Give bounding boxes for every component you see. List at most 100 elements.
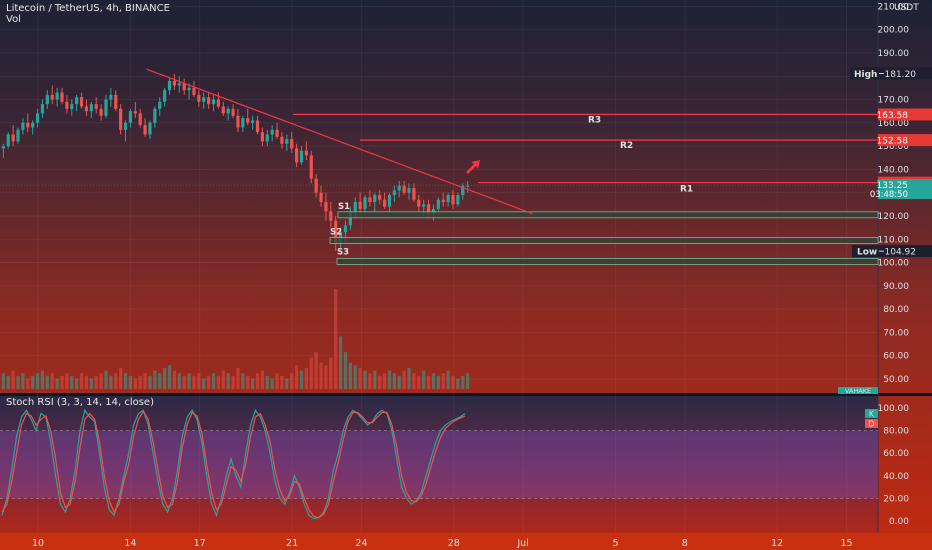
candle-body: [31, 122, 35, 128]
candle-body: [84, 106, 89, 112]
volume-bar: [119, 367, 123, 389]
low-badge-label: Low: [857, 248, 877, 258]
volume-bar: [114, 373, 118, 389]
time-axis-tick-label: 21: [286, 538, 298, 549]
r2-price-badge: 152.58: [877, 137, 909, 147]
k-tag-bg: [865, 409, 878, 418]
volume-bar: [338, 336, 343, 389]
price-axis-tick-label: 150.00: [878, 142, 910, 152]
candle-body: [99, 108, 103, 116]
volume-bar: [226, 373, 230, 389]
volume-bar: [397, 375, 401, 389]
candle-body: [138, 113, 142, 126]
time-axis-tick-label: 17: [194, 538, 206, 549]
candle-body: [373, 195, 377, 202]
volume-bar: [104, 370, 108, 389]
level-label-s3: S3: [337, 247, 349, 257]
volume-bar: [368, 373, 372, 389]
volume-bar: [197, 373, 201, 389]
candle-body: [299, 150, 304, 163]
volume-bar: [255, 373, 260, 389]
volume-bar: [446, 370, 450, 389]
candle-body: [343, 225, 348, 233]
volume-bar: [26, 378, 30, 389]
candle-body: [40, 104, 45, 114]
price-axis-tick-label: 140.00: [878, 165, 910, 175]
high-badge-bg: [850, 67, 932, 80]
volume-bar: [319, 362, 323, 389]
candle-body: [70, 104, 74, 109]
candle-body: [26, 122, 30, 128]
k-tag: K: [869, 410, 875, 419]
volume-bar: [441, 373, 445, 389]
price-axis-tick-label: 60.00: [883, 352, 909, 362]
r2-price-badge-bg: [878, 134, 932, 147]
candle-body: [436, 199, 440, 209]
candle-body: [109, 94, 113, 100]
volume-bar: [343, 352, 348, 389]
volume-bar: [192, 375, 196, 389]
rsi-axis-tick-label: 0.00: [889, 517, 909, 527]
volume-bar: [304, 367, 308, 389]
support-zone-s2: [329, 237, 879, 244]
candle-body: [216, 99, 220, 107]
candle-body: [231, 108, 235, 116]
volume-bar: [270, 378, 274, 389]
volume-bar: [84, 375, 89, 389]
volume-bar: [35, 373, 40, 389]
candle-body: [148, 122, 152, 135]
candle-body: [294, 148, 299, 163]
price-axis-tick-label: 170.00: [878, 96, 910, 106]
price-axis-tick-label: 160.00: [878, 119, 910, 129]
time-axis-tick-label: 8: [682, 538, 688, 549]
volume-bar: [265, 375, 269, 389]
stoch-d-line: [1, 410, 466, 519]
volume-bar: [241, 373, 245, 389]
candle-body: [387, 195, 392, 207]
volume-bar: [182, 375, 186, 389]
descending-trendline: [146, 68, 533, 215]
volume-bar: [417, 375, 421, 389]
stoch-rsi-title[interactable]: Stoch RSI (3, 3, 14, 14, close): [6, 397, 154, 408]
pane-separator: [0, 393, 932, 396]
bar-countdown: 03:48:50: [870, 190, 908, 200]
symbol-title[interactable]: Litecoin / TetherUS, 4h, BINANCE: [6, 3, 170, 14]
candle-body: [192, 87, 196, 95]
d-tag-bg: [865, 419, 878, 428]
candle-body: [119, 108, 123, 130]
candle-body: [397, 185, 401, 191]
volume-bar: [231, 375, 235, 389]
volume-bar: [422, 370, 426, 389]
candle-body: [304, 150, 308, 156]
candle-body: [363, 197, 367, 209]
volume-bar: [285, 378, 289, 389]
candle-body: [358, 201, 362, 209]
volume-bar: [387, 370, 392, 389]
volume-bar: [412, 373, 416, 389]
candle-body: [128, 111, 133, 123]
volume-bar: [133, 378, 137, 389]
volume-bar: [461, 375, 465, 389]
candle-body: [431, 208, 436, 214]
volume-bar: [358, 367, 362, 389]
price-axis-tick-label: 190.00: [878, 49, 910, 59]
volume-bar: [236, 367, 240, 389]
volume-bar: [251, 378, 255, 389]
time-axis-tick-label: Jul: [516, 538, 528, 549]
candle-body: [441, 199, 445, 202]
volume-bar: [246, 375, 250, 389]
volume-bar: [16, 375, 20, 389]
candle-body: [94, 104, 98, 109]
stoch-k-line: [1, 408, 466, 520]
time-axis-background: [0, 533, 932, 550]
volume-bar: [402, 370, 406, 389]
volume-bar: [392, 373, 396, 389]
volume-bar: [221, 370, 225, 389]
volume-bar: [70, 375, 74, 389]
volume-legend[interactable]: Vol: [6, 14, 21, 25]
candle-body: [246, 118, 250, 123]
candle-body: [241, 118, 245, 128]
candle-body: [285, 139, 289, 144]
candle-body: [265, 134, 269, 142]
